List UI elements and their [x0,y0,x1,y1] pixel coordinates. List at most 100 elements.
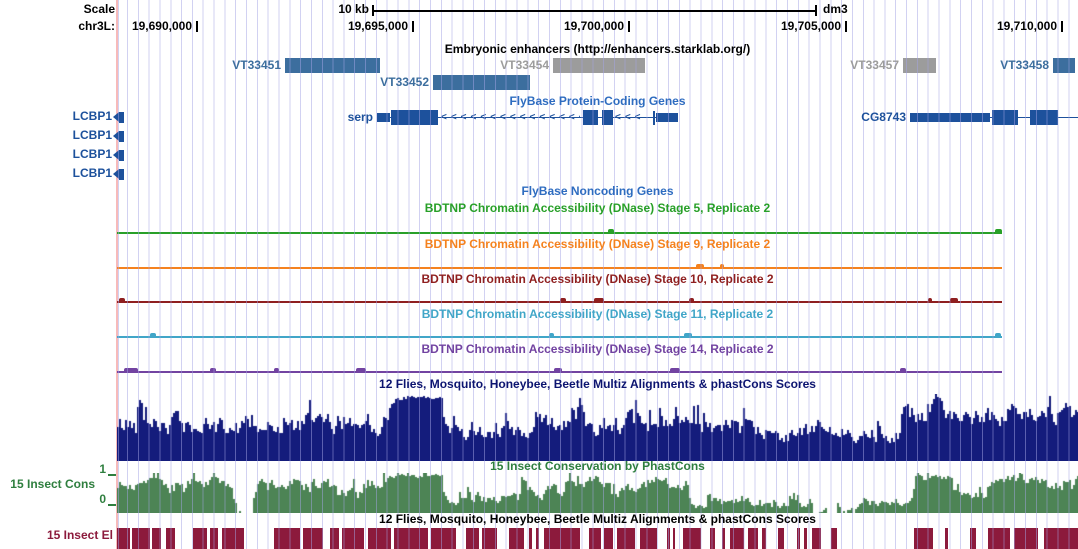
conserved-element-block[interactable] [683,528,701,549]
conserved-element-block[interactable] [812,528,821,549]
conserved-element-block[interactable] [762,528,766,549]
gene-label-serp: serp [347,110,373,124]
conserved-element-block[interactable] [117,528,130,549]
enhancer-item-VT33452[interactable] [433,75,530,90]
gene-label-lcbp1-3: LCBP1 [72,166,112,180]
conserved-element-block[interactable] [988,528,1010,549]
gene-exon-serp-0[interactable] [377,113,390,122]
conserved-element-block[interactable] [640,528,657,549]
conserved-element-block[interactable] [804,528,807,549]
gene-arrowhead-lcbp1-2[interactable] [113,150,119,160]
conserved-element-block[interactable] [431,528,456,549]
conserved-element-block[interactable] [394,528,428,549]
conserved-element-block[interactable] [166,528,175,549]
coordinate-label: 19,700,000 [563,19,624,33]
conserved-element-block[interactable] [529,528,532,549]
track-title-phastcons-conservation[interactable]: 15 Insect Conservation by PhastCons [490,459,705,473]
track-title-embryonic-enhancers[interactable]: Embryonic enhancers (http://enhancers.st… [444,42,751,56]
gene-exon-serp-4[interactable] [656,113,678,122]
bdtnp-signal-peak-4-5 [670,368,680,371]
track-title-bdtnp-4[interactable]: BDTNP Chromatin Accessibility (DNase) St… [421,342,774,356]
gene-arrowhead-lcbp1-0[interactable] [113,112,119,122]
conserved-element-block[interactable] [673,528,675,549]
conserved-element-block[interactable] [330,528,339,549]
track-title-phastcons-elements[interactable]: 12 Flies, Mosquito, Honeybee, Beetle Mul… [379,512,816,526]
conserved-element-block[interactable] [970,528,976,549]
conserved-element-block[interactable] [667,528,670,549]
gene-exon-serp-2[interactable] [583,110,598,125]
gene-exon-serp-3[interactable] [602,110,613,125]
gene-exon-lcbp1-2[interactable] [119,149,124,161]
track-title-bdtnp-1[interactable]: BDTNP Chromatin Accessibility (DNase) St… [424,237,771,251]
gene-exon-cg8743-0[interactable] [910,113,990,122]
conserved-element-block[interactable] [617,528,635,549]
gene-label-lcbp1-1: LCBP1 [72,128,112,142]
bdtnp-signal-peak-4-1 [210,368,216,371]
track-left-label-insect-cons[interactable]: 15 Insect Cons [10,477,95,491]
conserved-element-block[interactable] [368,528,391,549]
conserved-element-block[interactable] [748,528,758,549]
conserved-element-block[interactable] [536,528,539,549]
conserved-element-block[interactable] [303,528,323,549]
conserved-element-block[interactable] [797,528,800,549]
conserved-element-block[interactable] [945,528,948,549]
conserved-element-block[interactable] [831,528,837,549]
track-title-flybase-coding[interactable]: FlyBase Protein-Coding Genes [509,94,686,108]
conserved-element-block[interactable] [210,528,218,549]
gene-exon-lcbp1-3[interactable] [119,168,124,180]
track-left-label-insect-elements[interactable]: 15 Insect El [46,528,113,542]
multiz-conservation-wiggle[interactable] [117,394,1078,461]
gene-exon-serp-1[interactable] [391,110,438,125]
conserved-element-block[interactable] [589,528,601,549]
phastcons-wiggle[interactable] [117,473,1078,513]
track-title-bdtnp-0[interactable]: BDTNP Chromatin Accessibility (DNase) St… [424,201,771,215]
gene-exon-lcbp1-1[interactable] [119,130,124,142]
conserved-element-block[interactable] [274,528,300,549]
conserved-element-block[interactable] [482,528,497,549]
conserved-element-block[interactable] [710,528,715,549]
coordinate-tick [628,21,630,32]
gene-label-lcbp1-0: LCBP1 [72,109,112,123]
bdtnp-signal-line-2[interactable] [117,301,1002,303]
bdtnp-signal-line-3[interactable] [117,336,1002,338]
gene-arrowhead-lcbp1-1[interactable] [113,131,119,141]
conserved-element-block[interactable] [222,528,244,549]
bdtnp-signal-peak-1-0 [696,264,704,267]
track-title-bdtnp-2[interactable]: BDTNP Chromatin Accessibility (DNase) St… [421,272,774,286]
conserved-element-block[interactable] [914,528,933,549]
conserved-element-block[interactable] [466,528,479,549]
conserved-element-block[interactable] [132,528,150,549]
enhancer-item-VT33451[interactable] [285,58,380,73]
track-title-bdtnp-3[interactable]: BDTNP Chromatin Accessibility (DNase) St… [421,307,774,321]
conserved-element-block[interactable] [152,528,161,549]
track-title-flybase-noncoding[interactable]: FlyBase Noncoding Genes [521,184,674,198]
conserved-element-block[interactable] [509,528,524,549]
conserved-element-block[interactable] [778,528,784,549]
enhancer-item-VT33454[interactable] [553,58,645,73]
bdtnp-signal-peak-4-2 [274,368,279,371]
track-title-multiz-alignments[interactable]: 12 Flies, Mosquito, Honeybee, Beetle Mul… [379,377,816,391]
gene-exon-lcbp1-0[interactable] [119,111,124,123]
bdtnp-signal-line-0[interactable] [117,232,1002,234]
enhancer-label-VT33454: VT33454 [500,58,549,72]
gene-exon-cg8743-1[interactable] [992,110,1018,125]
conserved-element-block[interactable] [193,528,207,549]
enhancer-item-VT33457[interactable] [903,58,936,73]
conserved-element-block[interactable] [1014,528,1038,549]
bdtnp-signal-peak-3-3 [995,333,1001,336]
gene-arrowhead-lcbp1-3[interactable] [113,169,119,179]
conserved-element-block[interactable] [1044,528,1078,549]
conserved-element-block[interactable] [604,528,613,549]
conserved-element-block[interactable] [722,528,725,549]
bdtnp-signal-line-1[interactable] [117,267,1002,269]
coordinate-tick [845,21,847,32]
bdtnp-signal-line-4[interactable] [117,371,1002,373]
conserved-element-block[interactable] [730,528,744,549]
conserved-element-block[interactable] [342,528,364,549]
scale-bar-endtick [815,5,817,16]
gene-exon-cg8743-2[interactable] [1030,110,1058,125]
conserved-element-block[interactable] [544,528,580,549]
enhancer-item-VT33458[interactable] [1053,58,1075,73]
bdtnp-signal-peak-2-0 [119,298,125,301]
